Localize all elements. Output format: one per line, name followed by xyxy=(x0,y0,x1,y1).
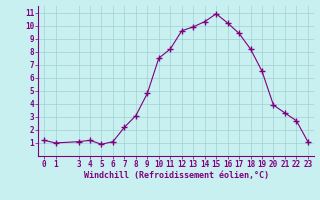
X-axis label: Windchill (Refroidissement éolien,°C): Windchill (Refroidissement éolien,°C) xyxy=(84,171,268,180)
